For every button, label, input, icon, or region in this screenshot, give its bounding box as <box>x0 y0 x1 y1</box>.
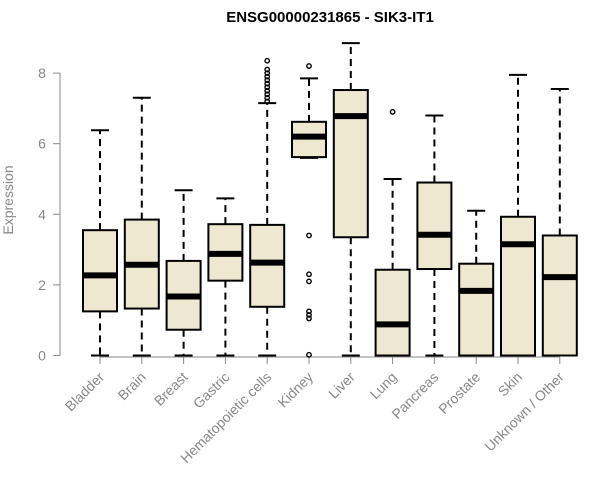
box-group <box>332 42 369 357</box>
box-group <box>500 73 536 357</box>
outlier-point <box>264 70 271 77</box>
y-tick-label: 8 <box>38 65 46 81</box>
box-iqr <box>249 223 286 308</box>
box-iqr <box>458 262 495 357</box>
box-iqr <box>374 268 411 357</box>
plot-area <box>82 42 578 358</box>
outlier-point <box>306 351 312 358</box>
box-iqr <box>500 215 536 357</box>
outlier-point <box>306 232 312 239</box>
y-tick-label: 4 <box>38 206 46 222</box>
x-tick-label: Liver <box>325 369 358 402</box>
outlier-point <box>306 315 312 322</box>
box-group <box>207 197 244 357</box>
x-tick-label: Breast <box>151 369 191 409</box>
outlier-point <box>389 109 396 115</box>
outlier-point <box>264 84 271 91</box>
box-group <box>249 57 286 357</box>
box-iqr <box>416 181 453 271</box>
box-iqr <box>541 234 578 357</box>
outlier-point <box>264 57 271 64</box>
y-axis-label: Expression <box>0 165 16 234</box>
box-group <box>82 129 118 357</box>
box-group <box>541 87 578 357</box>
box-group <box>123 96 160 357</box>
box-group <box>291 63 327 358</box>
chart-title: ENSG00000231865 - SIK3-IT1 <box>226 9 434 26</box>
outlier-point <box>306 308 312 315</box>
box-iqr <box>332 89 369 239</box>
outlier-point <box>264 73 271 80</box>
x-tick-label: Skin <box>495 369 526 400</box>
outlier-point <box>264 66 271 73</box>
y-tick-label: 6 <box>38 136 46 152</box>
outlier-point <box>264 91 271 98</box>
box-iqr <box>82 229 118 313</box>
outlier-point <box>264 98 271 105</box>
box-group <box>165 189 202 357</box>
outlier-point <box>264 77 271 84</box>
outlier-point <box>264 87 271 94</box>
box-group <box>374 109 411 357</box>
x-tick-label: Unknown / Other <box>481 369 567 455</box>
outlier-point <box>264 94 271 101</box>
x-tick-label: Lung <box>366 369 399 402</box>
x-tick-label: Prostate <box>435 369 483 417</box>
outlier-point <box>306 312 312 318</box>
outlier-point <box>306 271 312 278</box>
outlier-point <box>264 80 271 87</box>
box-group <box>458 209 495 357</box>
x-tick-label: Brain <box>114 369 148 403</box>
x-tick-label: Kidney <box>275 369 317 411</box>
outlier-point <box>306 63 312 69</box>
y-tick-label: 2 <box>38 277 46 293</box>
y-axis: 0 2 4 6 8 <box>38 65 61 364</box>
y-tick-label: 0 <box>38 348 46 364</box>
x-tick-label: Bladder <box>62 369 108 415</box>
box-group <box>416 114 453 357</box>
outlier-point <box>306 278 312 285</box>
